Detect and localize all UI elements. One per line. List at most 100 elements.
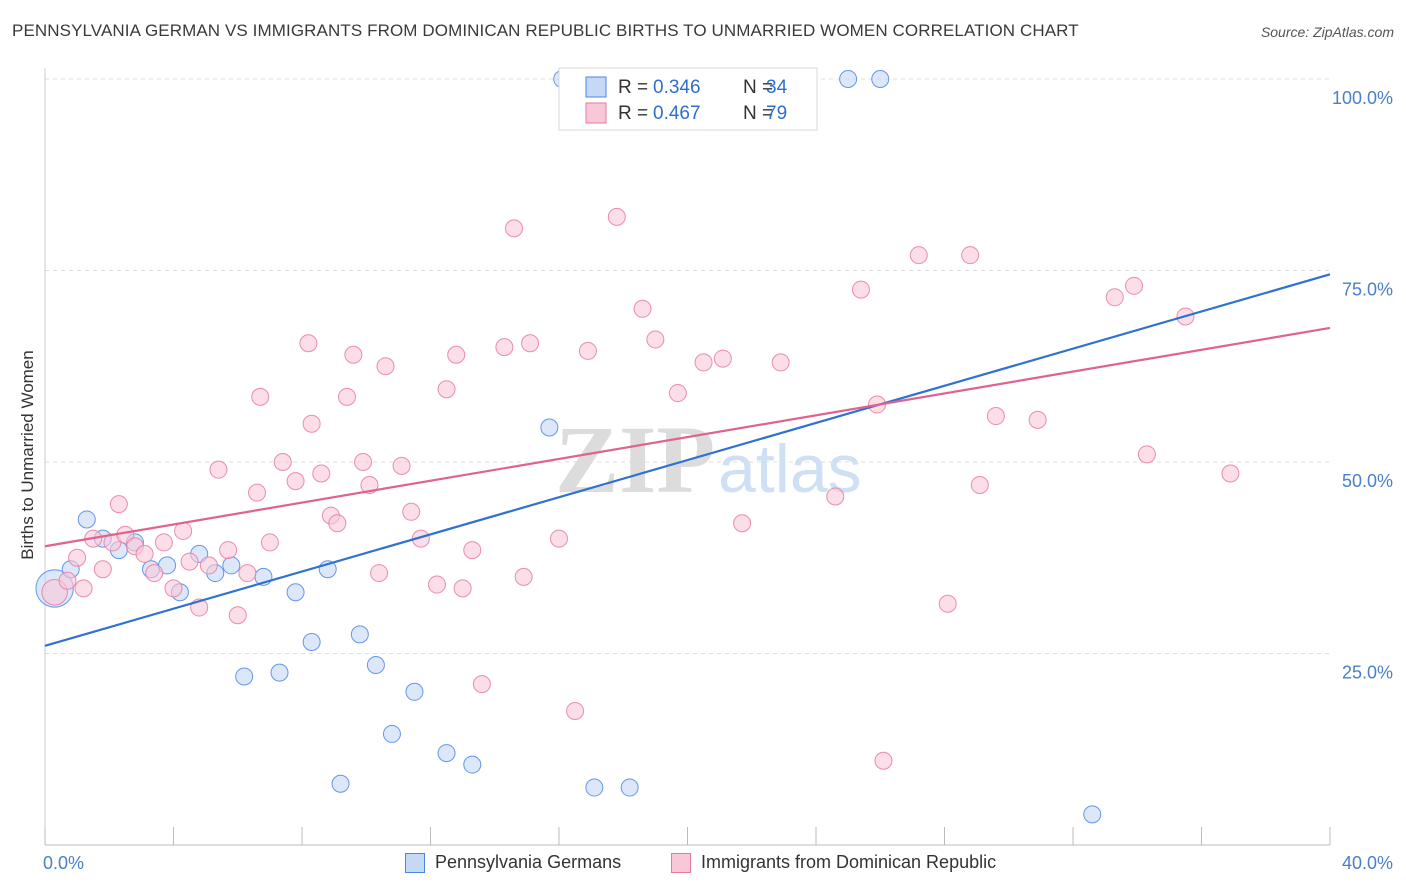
point-blue-23 [437, 744, 456, 763]
point-pink-35 [360, 475, 379, 494]
point-pink-7 [109, 495, 128, 514]
point-pink-22 [248, 483, 267, 502]
point-pink-66 [909, 246, 928, 265]
y-tick-label-50: 50.0% [1342, 471, 1393, 491]
point-pink-19 [219, 541, 238, 560]
legend-stats-swatch-blue [585, 76, 607, 98]
trend-line-blue [44, 273, 1331, 647]
y-axis-label: Births to Unmarried Women [18, 350, 37, 559]
point-blue-21 [382, 724, 401, 743]
point-pink-34 [354, 453, 373, 471]
point-pink-48 [505, 219, 524, 238]
point-pink-76 [1221, 464, 1240, 483]
axes [44, 68, 1331, 846]
point-pink-38 [392, 456, 411, 475]
point-blue-18 [331, 774, 350, 793]
point-pink-33 [344, 345, 363, 364]
point-blue-25 [540, 418, 559, 437]
legend-n-value-pink: 79 [766, 103, 787, 124]
point-pink-18 [209, 460, 228, 479]
trend-line-pink [44, 326, 1331, 548]
point-pink-42 [437, 380, 456, 399]
legend-stats: R = 0.346 N = 34 R = 0.467 N = 79 [558, 67, 818, 131]
trend-lines [44, 273, 1331, 647]
point-pink-15 [180, 552, 199, 571]
y-tick-label-25: 25.0% [1342, 663, 1393, 683]
x-tick-label-right: 40.0% [1342, 853, 1393, 873]
y-tick-label-100: 100.0% [1332, 88, 1393, 108]
point-blue-28 [620, 778, 639, 797]
point-pink-61 [771, 353, 790, 372]
point-pink-55 [633, 299, 652, 318]
point-pink-51 [550, 529, 568, 548]
point-pink-28 [302, 414, 321, 433]
point-pink-53 [578, 341, 597, 360]
point-blue-31 [839, 70, 858, 88]
legend-swatch-pink [671, 852, 691, 873]
point-pink-70 [986, 407, 1005, 426]
legend-n-label-pink: N = [743, 103, 773, 124]
point-blue-14 [270, 663, 289, 682]
point-pink-71 [1028, 410, 1047, 429]
point-blue-20 [366, 655, 385, 674]
point-pink-63 [851, 280, 870, 299]
point-blue-22 [405, 682, 424, 701]
point-pink-41 [427, 575, 446, 594]
legend-n-value-blue: 34 [766, 77, 788, 98]
point-pink-46 [472, 675, 491, 694]
point-pink-36 [370, 564, 389, 583]
source-label: Source: ZipAtlas.com [1260, 24, 1394, 40]
point-pink-26 [286, 472, 305, 491]
point-pink-23 [251, 387, 270, 406]
point-blue-33 [1083, 805, 1102, 824]
point-pink-45 [463, 541, 482, 560]
point-pink-27 [299, 334, 318, 353]
point-pink-44 [453, 579, 472, 598]
point-blue-32 [871, 70, 890, 88]
point-blue-2 [77, 510, 96, 529]
legend-r-label-blue: R = [618, 77, 648, 98]
point-pink-69 [970, 475, 989, 494]
point-blue-15 [286, 583, 305, 602]
point-pink-2 [68, 548, 87, 567]
legend-r-value-pink: 0.467 [653, 103, 701, 124]
point-pink-47 [495, 338, 514, 357]
legend-n-label-blue: N = [743, 77, 773, 98]
legend-r-label-pink: R = [618, 103, 648, 124]
point-pink-39 [402, 502, 421, 521]
point-blue-24 [463, 755, 482, 774]
point-pink-5 [93, 560, 112, 579]
point-pink-50 [521, 334, 540, 353]
point-pink-62 [826, 487, 845, 506]
legend-item-dominican-republic: Immigrants from Dominican Republic [671, 852, 996, 873]
legend-stats-swatch-pink [585, 102, 607, 124]
legend-label-pennsylvania-germans: Pennsylvania Germans [435, 852, 622, 872]
point-pink-43 [447, 345, 466, 364]
point-pink-60 [733, 514, 752, 533]
point-blue-11 [222, 556, 241, 575]
point-pink-12 [154, 533, 173, 552]
point-blue-27 [585, 778, 604, 797]
point-pink-73 [1125, 276, 1144, 295]
point-pink-59 [713, 349, 732, 368]
y-tick-label-75: 75.0% [1342, 280, 1393, 300]
point-pink-25 [273, 453, 292, 471]
point-pink-24 [260, 533, 279, 552]
y-axis-label-group: Births to Unmarried Women [18, 350, 37, 559]
point-pink-54 [607, 207, 626, 226]
point-pink-67 [938, 594, 957, 613]
point-pink-17 [199, 556, 218, 575]
point-pink-74 [1137, 445, 1156, 464]
point-pink-1 [58, 571, 77, 590]
point-pink-13 [164, 579, 183, 598]
x-tick-label-left: 0.0% [43, 853, 84, 873]
point-pink-68 [961, 246, 980, 265]
point-blue-12 [235, 667, 254, 686]
point-pink-56 [646, 330, 665, 349]
point-pink-32 [337, 387, 356, 406]
point-pink-29 [312, 464, 331, 483]
point-pink-57 [668, 384, 687, 403]
point-pink-11 [145, 564, 164, 583]
point-pink-37 [376, 357, 395, 376]
